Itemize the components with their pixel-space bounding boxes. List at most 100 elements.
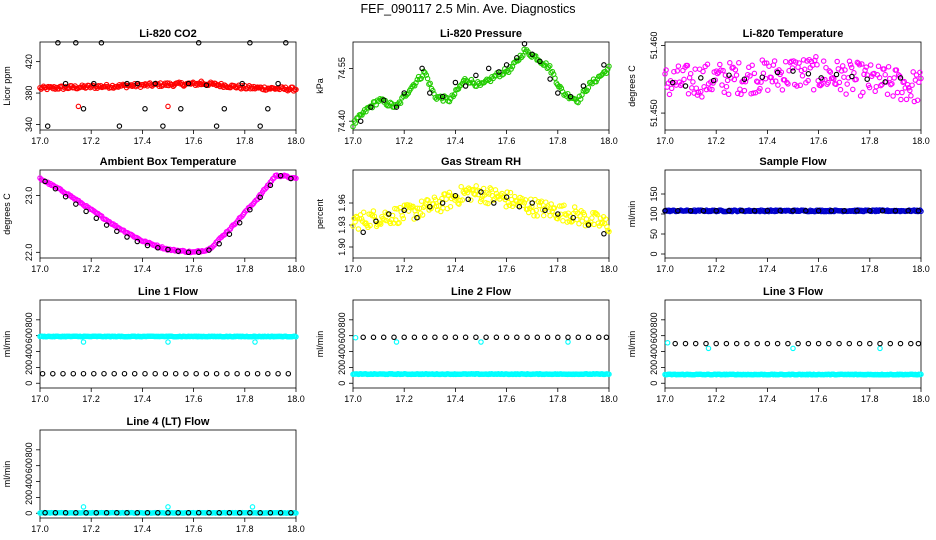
data-point [598,221,605,227]
data-point [226,231,233,237]
data-series [42,172,294,256]
x-tick-label: 17.8 [861,394,879,404]
data-point [805,340,812,347]
chart-title: Gas Stream RH [441,156,521,168]
data-point [80,370,87,377]
data-point [545,64,552,70]
data-point [749,62,755,69]
data-point [903,96,910,103]
data-point [352,219,358,225]
data-series [80,504,256,510]
data-point [373,218,379,225]
y-tick-label: 0 [24,511,34,516]
data-series [44,40,289,129]
data-point [216,241,222,247]
data-point [794,83,800,89]
data-point [555,334,561,341]
data-point [203,370,210,377]
data-point [496,69,502,75]
data-point [400,215,407,222]
data-point [598,72,605,79]
data-point [446,189,453,196]
x-tick-label: 17.8 [549,264,567,274]
chart-title: Ambient Box Temperature [100,156,237,168]
data-point [699,94,705,100]
data-point [601,62,607,68]
data-point [534,334,541,341]
data-point [499,190,505,197]
x-tick-label: 17.0 [31,394,49,404]
data-point [873,83,880,90]
data-point [849,73,855,80]
y-tick-label: 51.460 [649,32,659,60]
y-tick-label: 74.55 [337,57,347,80]
chart-panel: Li-820 Pressure kPa 17.0 17.2 17.4 17.6 17.8 18… [315,28,618,146]
x-tick-label: 17.6 [810,136,828,146]
data-point [370,208,377,214]
data-point [891,75,897,81]
data-point [293,334,299,340]
x-tick-label: 17.2 [82,524,100,534]
data-point [571,204,578,210]
chart-panel: Line 4 (LT) Flow ml/min 17.0 17.2 17.4 17.6 17… [2,416,305,534]
x-tick-label: 17.0 [656,264,674,274]
data-point [764,340,771,347]
data-point [247,40,253,46]
data-series [360,334,610,341]
data-point [662,208,668,214]
x-tick-label: 18.0 [600,394,618,404]
data-point [108,220,114,226]
data-point [747,73,753,79]
data-point [597,215,604,221]
data-point [885,64,892,70]
x-tick-label: 17.6 [185,394,203,404]
data-point [909,82,915,88]
y-tick-label: 200 [24,490,34,505]
data-point [62,193,69,200]
data-point [741,87,748,94]
data-point [901,78,907,85]
data-point [367,222,373,229]
data-point [195,510,202,516]
data-point [700,208,707,214]
data-point [671,68,677,75]
data-point [560,218,566,224]
data-point [418,198,425,204]
data-point [179,82,186,88]
data-point [703,86,710,93]
data-point [843,91,849,97]
data-point [487,185,493,191]
data-point [370,334,377,341]
data-point [795,340,801,347]
data-point [360,334,366,341]
x-tick-label: 17.4 [134,136,152,146]
data-point [439,200,446,206]
data-point [60,370,66,377]
data-point [52,185,59,192]
data-point [165,504,171,510]
data-point [881,66,887,72]
plot-frame [352,299,610,389]
data-point [825,79,831,86]
data-point [399,212,406,219]
data-point [432,334,438,341]
data-point [392,205,398,212]
data-point [453,195,459,201]
y-tick-label: 420 [24,54,34,69]
data-point [826,68,833,74]
x-tick-label: 17.2 [707,264,725,274]
data-point [440,205,446,211]
data-point [575,99,581,106]
x-tick-label: 17.4 [759,264,777,274]
data-point [277,172,284,179]
data-point [908,340,914,347]
data-point [888,81,894,88]
data-point [867,208,873,214]
data-point [829,74,836,81]
data-point [172,370,179,377]
data-series [352,334,571,345]
data-point [778,69,785,75]
data-point [827,69,834,75]
data-point [853,76,859,83]
